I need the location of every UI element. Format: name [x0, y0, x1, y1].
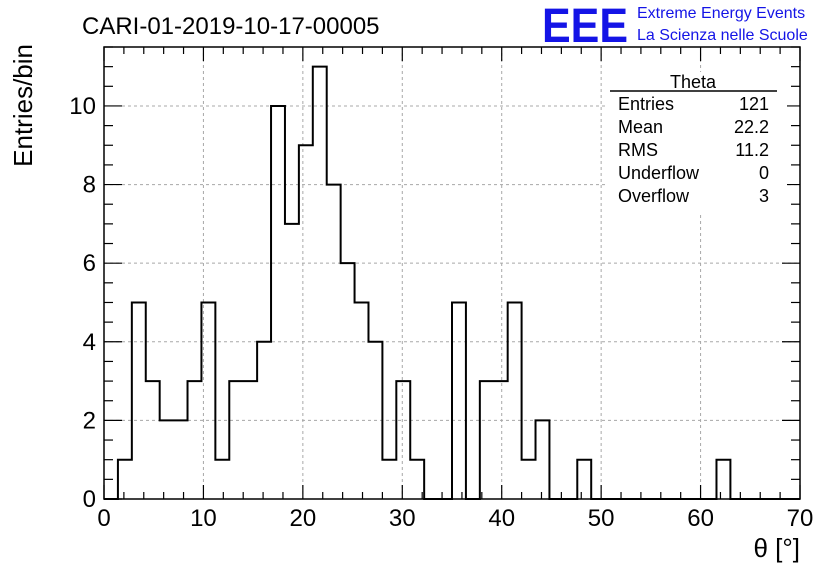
- logo-line1: Extreme Energy Events: [637, 5, 805, 22]
- x-tick-label: 20: [290, 505, 317, 532]
- x-tick-label: 10: [190, 505, 217, 532]
- x-tick-label: 0: [97, 505, 110, 532]
- x-axis-label: θ [°]: [753, 533, 800, 563]
- histogram-bin: [382, 460, 396, 499]
- stats-value: 121: [739, 94, 769, 114]
- stats-value: 22.2: [734, 117, 769, 137]
- y-tick-label: 10: [69, 93, 96, 120]
- histogram-bin: [536, 420, 550, 499]
- stats-value: 0: [759, 163, 769, 183]
- histogram-bin: [160, 420, 174, 499]
- histogram-bin: [229, 381, 243, 499]
- histogram-bin: [132, 302, 146, 499]
- stats-label: RMS: [618, 140, 658, 160]
- histogram-bin: [174, 420, 188, 499]
- histogram-bin: [285, 224, 299, 499]
- histogram-bin: [508, 302, 522, 499]
- x-tick-label: 70: [787, 505, 814, 532]
- histogram-bin: [118, 460, 132, 499]
- histogram-bin: [188, 381, 202, 499]
- stats-label: Underflow: [618, 163, 700, 183]
- y-tick-label: 2: [83, 407, 96, 434]
- histogram-bin: [341, 263, 355, 499]
- stats-box-title: Theta: [670, 72, 717, 92]
- x-tick-label: 30: [389, 505, 416, 532]
- y-tick-label: 8: [83, 172, 96, 199]
- stats-value: 11.2: [735, 140, 769, 160]
- stats-label: Overflow: [618, 186, 690, 206]
- histogram-bin: [716, 460, 730, 499]
- stats-label: Entries: [618, 94, 674, 114]
- y-tick-label: 6: [83, 250, 96, 277]
- histogram-bin: [522, 460, 536, 499]
- histogram-bin: [299, 145, 313, 499]
- x-tick-label: 40: [488, 505, 515, 532]
- plot-frame: [103, 46, 801, 500]
- y-tick-label: 4: [83, 329, 96, 356]
- histogram-bin: [215, 460, 229, 499]
- chart-title: CARI-01-2019-10-17-00005: [82, 13, 380, 40]
- histogram-bin: [396, 381, 410, 499]
- stats-value: 3: [759, 186, 769, 206]
- histogram-bin: [494, 381, 508, 499]
- logo-line2: La Scienza nelle Scuole: [637, 27, 808, 44]
- y-tick-label: 0: [83, 486, 96, 513]
- x-tick-label: 60: [687, 505, 714, 532]
- histogram-bin: [355, 302, 369, 499]
- stats-rows: Entries 121 Mean 22.2 RMS 11.2 Underflow 0 Overf…: [618, 94, 769, 206]
- stats-box: Theta Entries 121 Mean 22.2 RMS 11.2 Underflow…: [605, 72, 787, 214]
- histogram-bin: [577, 460, 591, 499]
- histogram-bin: [243, 381, 257, 499]
- x-tick-label: 50: [588, 505, 615, 532]
- logo-mark: EEE: [542, 0, 628, 53]
- histogram-bin: [271, 106, 285, 499]
- histogram-bin: [480, 381, 494, 499]
- histogram-bin: [146, 381, 160, 499]
- stats-label: Mean: [618, 117, 663, 137]
- histogram-bin: [313, 67, 327, 499]
- y-axis-label: Entries/bin: [8, 44, 38, 167]
- histogram-bin: [452, 302, 466, 499]
